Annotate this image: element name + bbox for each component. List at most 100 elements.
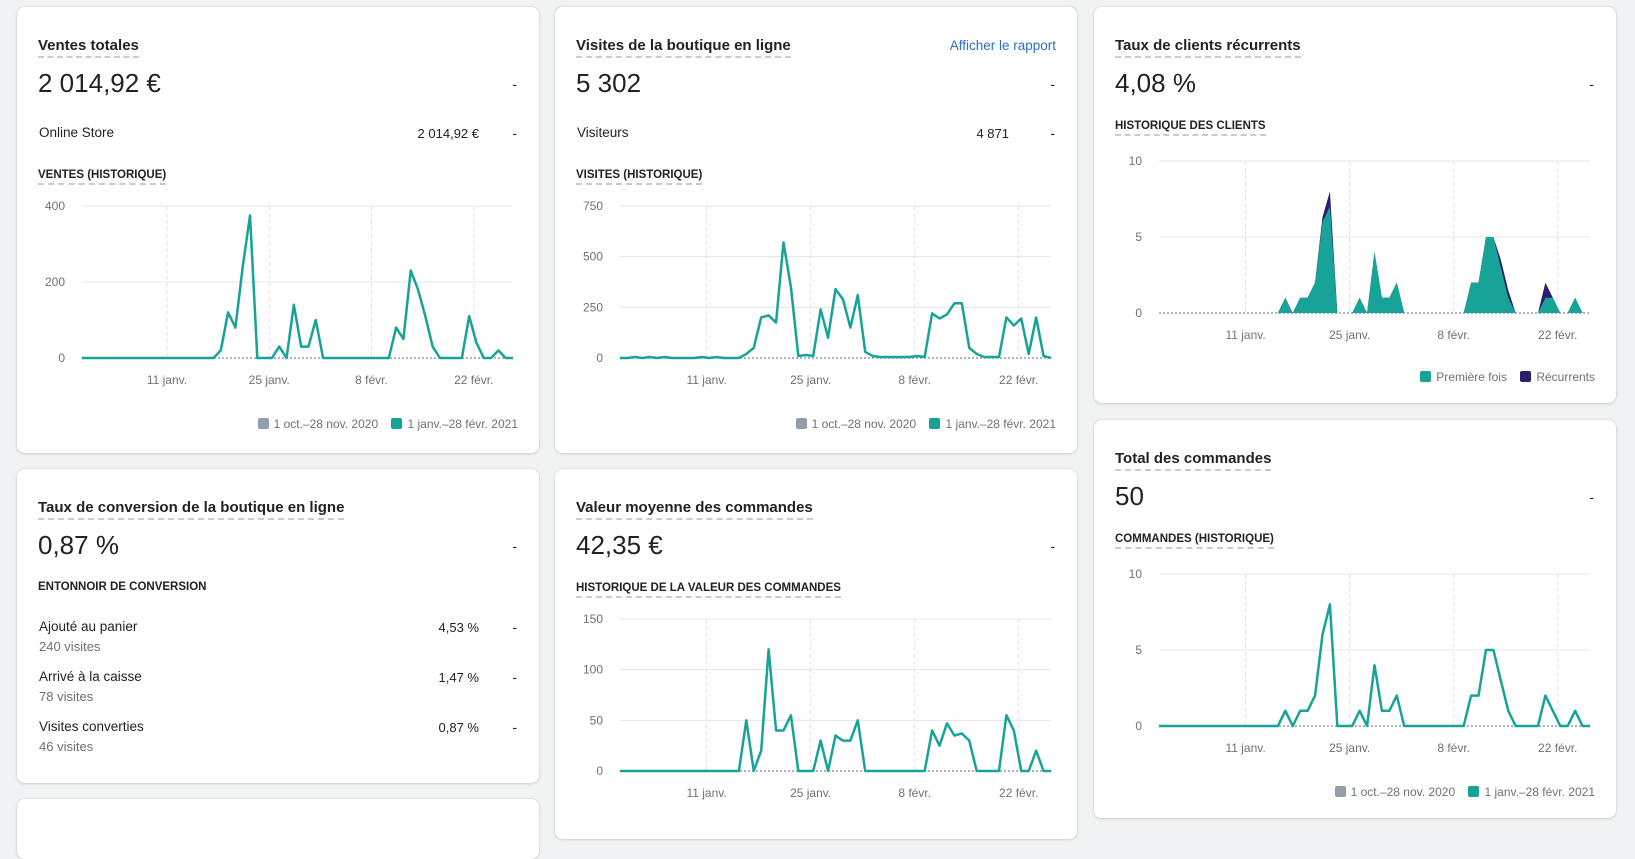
x-tick-label: 22 févr. [1538,741,1577,755]
x-tick-label: 11 janv. [686,373,726,387]
aov-chart: 150 100 50 0 11 janv. 25 janv. 8 févr. 22 févr. [583,612,1051,800]
returning-rate-value: 4,08 % [1115,68,1196,98]
visitors-change: - [1050,125,1055,141]
funnel-row-sub: 78 visites [39,689,94,704]
legend-curr: 1 janv.–28 févr. 2021 [929,417,1056,431]
series-first-time-area [1159,206,1590,313]
y-tick-label: 250 [583,300,603,314]
y-tick-label: 10 [1129,567,1143,581]
online-store-label: Online Store [39,125,115,140]
x-tick-label: 11 janv. [147,373,187,387]
y-tick-label: 5 [1135,230,1142,244]
y-tick-label: 0 [596,351,603,365]
x-tick-label: 22 févr. [454,373,493,387]
section-title[interactable]: HISTORIQUE DES CLIENTS [1115,119,1266,136]
y-tick-label: 0 [596,764,603,778]
x-tick-label: 25 janv. [790,786,831,800]
y-tick-label: 10 [1129,154,1143,168]
x-tick-label: 22 févr. [999,786,1038,800]
funnel-row-sub: 240 visites [39,639,101,654]
card-store-visits: Visites de la boutique en ligne Afficher… [555,7,1077,453]
chart-legend: Première fois Récurrents [1420,370,1595,384]
card-conversion-rate: Taux de conversion de la boutique en lig… [17,469,539,783]
y-tick-label: 0 [58,351,65,365]
visitors-value: 4 871 [976,126,1009,141]
visits-chart: 750 500 250 0 11 janv. 25 janv. 8 févr. 22 févr… [583,199,1052,387]
funnel-row-label: Visites converties [39,719,144,734]
section-title[interactable]: VENTES (HISTORIQUE) [38,168,167,185]
visitors-label: Visiteurs [577,125,629,140]
legend-returning: Récurrents [1520,370,1595,384]
card-title[interactable]: Taux de conversion de la boutique en lig… [38,499,345,520]
change-indicator: - [1050,76,1055,92]
series-current-line [1159,603,1590,728]
change-indicator: - [512,76,517,92]
change-indicator: - [1589,76,1594,92]
y-tick-label: 0 [1135,306,1142,320]
x-tick-label: 25 janv. [249,373,290,387]
legend-curr: 1 janv.–28 févr. 2021 [391,417,518,431]
legend-first: Première fois [1420,370,1507,384]
change-indicator: - [1589,489,1594,505]
x-tick-label: 25 janv. [790,373,831,387]
x-tick-label: 25 janv. [1329,741,1370,755]
card-title[interactable]: Taux de clients récurrents [1115,37,1301,58]
x-tick-label: 22 févr. [1538,328,1577,342]
customers-chart: 10 5 0 11 janv. 25 janv. 8 févr. 22 févr. [1129,154,1590,342]
funnel-row-pct: 4,53 % [438,620,479,635]
section-title[interactable]: VISITES (HISTORIQUE) [576,168,703,185]
funnel-row-pct: 0,87 % [438,720,479,735]
y-tick-label: 0 [1135,719,1142,733]
chart-legend: 1 oct.–28 nov. 2020 1 janv.–28 févr. 202… [795,417,1056,431]
x-tick-label: 11 janv. [1225,741,1265,755]
y-tick-label: 400 [45,199,65,213]
card-title[interactable]: Ventes totales [38,37,139,58]
view-report-link[interactable]: Afficher le rapport [949,38,1056,53]
x-tick-label: 8 févr. [898,786,931,800]
funnel-row-sub: 46 visites [39,739,94,754]
y-tick-label: 150 [583,612,603,626]
legend-curr: 1 janv.–28 févr. 2021 [1468,785,1595,799]
funnel-row-change: - [512,669,517,685]
orders-value: 50 [1115,481,1144,511]
y-tick-label: 5 [1135,643,1142,657]
x-tick-label: 11 janv. [686,786,726,800]
online-store-change: - [512,125,517,141]
card-title[interactable]: Total des commandes [1115,450,1272,471]
card-title[interactable]: Valeur moyenne des commandes [576,499,813,520]
x-tick-label: 25 janv. [1329,328,1370,342]
series-current-line [620,648,1051,773]
funnel-title: ENTONNOIR DE CONVERSION [38,581,207,593]
card-total-sales: Ventes totales 2 014,92 € - Online Store… [17,7,539,453]
online-store-value: 2 014,92 € [417,126,479,141]
series-current-line [620,241,1052,360]
funnel-row-pct: 1,47 % [438,670,479,685]
section-title[interactable]: HISTORIQUE DE LA VALEUR DES COMMANDES [576,581,841,598]
chart-legend: 1 oct.–28 nov. 2020 1 janv.–28 févr. 202… [257,417,518,431]
section-title[interactable]: COMMANDES (HISTORIQUE) [1115,532,1274,549]
chart-legend: 1 oct.–28 nov. 2020 1 janv.–28 févr. 202… [1334,785,1595,799]
funnel-row-label: Arrivé à la caisse [39,669,142,684]
funnel-row-change: - [512,619,517,635]
y-tick-label: 50 [590,713,604,727]
x-tick-label: 8 févr. [898,373,931,387]
y-tick-label: 200 [45,275,65,289]
change-indicator: - [512,538,517,554]
visits-value: 5 302 [576,68,642,98]
card-average-order-value: Valeur moyenne des commandes 42,35 € - H… [555,469,1077,839]
x-tick-label: 11 janv. [1225,328,1265,342]
card-returning-rate: Taux de clients récurrents 4,08 % - HIST… [1094,7,1616,403]
y-tick-label: 500 [583,250,603,264]
card-partial [17,799,539,859]
conversion-value: 0,87 % [38,530,119,560]
card-title[interactable]: Visites de la boutique en ligne [576,37,791,58]
funnel-row-label: Ajouté au panier [39,619,138,634]
x-tick-label: 8 févr. [1437,328,1470,342]
x-tick-label: 22 févr. [999,373,1038,387]
total-sales-value: 2 014,92 € [38,68,161,98]
sales-chart: 400 200 0 11 janv. 25 janv. 8 févr. 22 févr. [45,199,513,387]
legend-prev: 1 oct.–28 nov. 2020 [257,417,378,431]
y-tick-label: 100 [583,663,603,677]
series-current-line [82,214,513,360]
card-total-orders: Total des commandes 50 - COMMANDES (HIST… [1094,420,1616,818]
